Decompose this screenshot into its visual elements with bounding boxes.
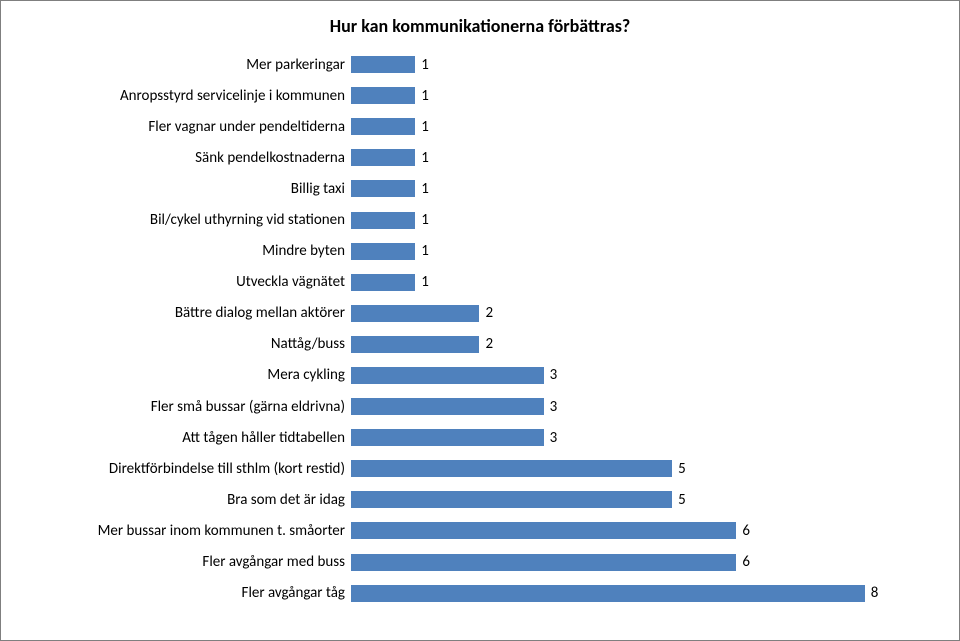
value-label: 1 [421,87,429,105]
chart-row: Fler avgångar tåg 8 [31,578,929,609]
value-label: 1 [421,56,429,74]
bar [351,305,479,322]
value-label: 5 [678,460,686,478]
category-label: Utveckla vägnätet [31,273,351,291]
bar [351,149,415,166]
chart-row: Nattåg/buss 2 [31,329,929,360]
value-label: 3 [550,398,558,416]
bar-track: 3 [351,360,929,391]
value-label: 1 [421,149,429,167]
chart-row: Sänk pendelkostnaderna 1 [31,142,929,173]
bar-track: 1 [351,173,929,204]
value-label: 6 [742,522,750,540]
value-label: 3 [550,429,558,447]
bar [351,243,415,260]
bar-track: 1 [351,142,929,173]
category-label: Fler avgångar tåg [31,584,351,602]
value-label: 1 [421,180,429,198]
bar-track: 6 [351,547,929,578]
bar-track: 2 [351,329,929,360]
chart-row: Att tågen håller tidtabellen 3 [31,422,929,453]
chart-row: Mer bussar inom kommunen t. småorter 6 [31,515,929,546]
chart-row: Bättre dialog mellan aktörer 2 [31,298,929,329]
bar [351,554,736,571]
chart-row: Mera cykling 3 [31,360,929,391]
bar [351,118,415,135]
bar [351,56,415,73]
bar [351,522,736,539]
category-label: Bra som det är idag [31,491,351,509]
value-label: 1 [421,273,429,291]
bar [351,585,865,602]
chart-row: Direktförbindelse till sthlm (kort resti… [31,453,929,484]
bar-track: 3 [351,422,929,453]
bar-track: 1 [351,111,929,142]
chart-container: Hur kan kommunikationerna förbättras? Me… [0,0,960,641]
chart-row: Bra som det är idag 5 [31,484,929,515]
value-label: 6 [742,553,750,571]
chart-row: Billig taxi 1 [31,173,929,204]
bar-track: 1 [351,49,929,80]
chart-row: Fler små bussar (gärna eldrivna) 3 [31,391,929,422]
category-label: Att tågen håller tidtabellen [31,429,351,447]
bar [351,398,544,415]
value-label: 3 [550,366,558,384]
chart-row: Mindre byten 1 [31,236,929,267]
plot-area: Mer parkeringar1Anropsstyrd servicelinje… [31,49,929,609]
category-label: Sänk pendelkostnaderna [31,149,351,167]
category-label: Bil/cykel uthyrning vid stationen [31,211,351,229]
bar-track: 8 [351,578,929,609]
value-label: 5 [678,491,686,509]
bar [351,336,479,353]
chart-row: Anropsstyrd servicelinje i kommunen 1 [31,80,929,111]
bar [351,87,415,104]
bar-track: 1 [351,204,929,235]
bar [351,367,544,384]
category-label: Fler små bussar (gärna eldrivna) [31,398,351,416]
category-label: Mera cykling [31,366,351,384]
bar [351,429,544,446]
chart-row: Utveckla vägnätet 1 [31,267,929,298]
value-label: 1 [421,118,429,136]
value-label: 2 [485,304,493,322]
chart-row: Fler vagnar under pendeltiderna 1 [31,111,929,142]
category-label: Fler avgångar med buss [31,553,351,571]
chart-row: Mer parkeringar 1 [31,49,929,80]
value-label: 1 [421,242,429,260]
category-label: Anropsstyrd servicelinje i kommunen [31,87,351,105]
category-label: Billig taxi [31,180,351,198]
bar [351,212,415,229]
category-label: Mindre byten [31,242,351,260]
bar [351,460,672,477]
chart-row: Bil/cykel uthyrning vid stationen 1 [31,204,929,235]
bar-track: 5 [351,453,929,484]
bar-track: 6 [351,515,929,546]
value-label: 2 [485,335,493,353]
category-label: Nattåg/buss [31,335,351,353]
category-label: Mer parkeringar [31,56,351,74]
bar-track: 1 [351,267,929,298]
bar-track: 1 [351,80,929,111]
category-label: Bättre dialog mellan aktörer [31,304,351,322]
value-label: 1 [421,211,429,229]
category-label: Mer bussar inom kommunen t. småorter [31,522,351,540]
category-label: Fler vagnar under pendeltiderna [31,118,351,136]
value-label: 8 [871,584,879,602]
category-label: Direktförbindelse till sthlm (kort resti… [31,460,351,478]
bar-track: 1 [351,236,929,267]
chart-title: Hur kan kommunikationerna förbättras? [31,15,929,37]
bar-track: 5 [351,484,929,515]
bar [351,491,672,508]
bar-track: 2 [351,298,929,329]
chart-row: Fler avgångar med buss 6 [31,547,929,578]
bar [351,180,415,197]
bar [351,274,415,291]
bar-track: 3 [351,391,929,422]
